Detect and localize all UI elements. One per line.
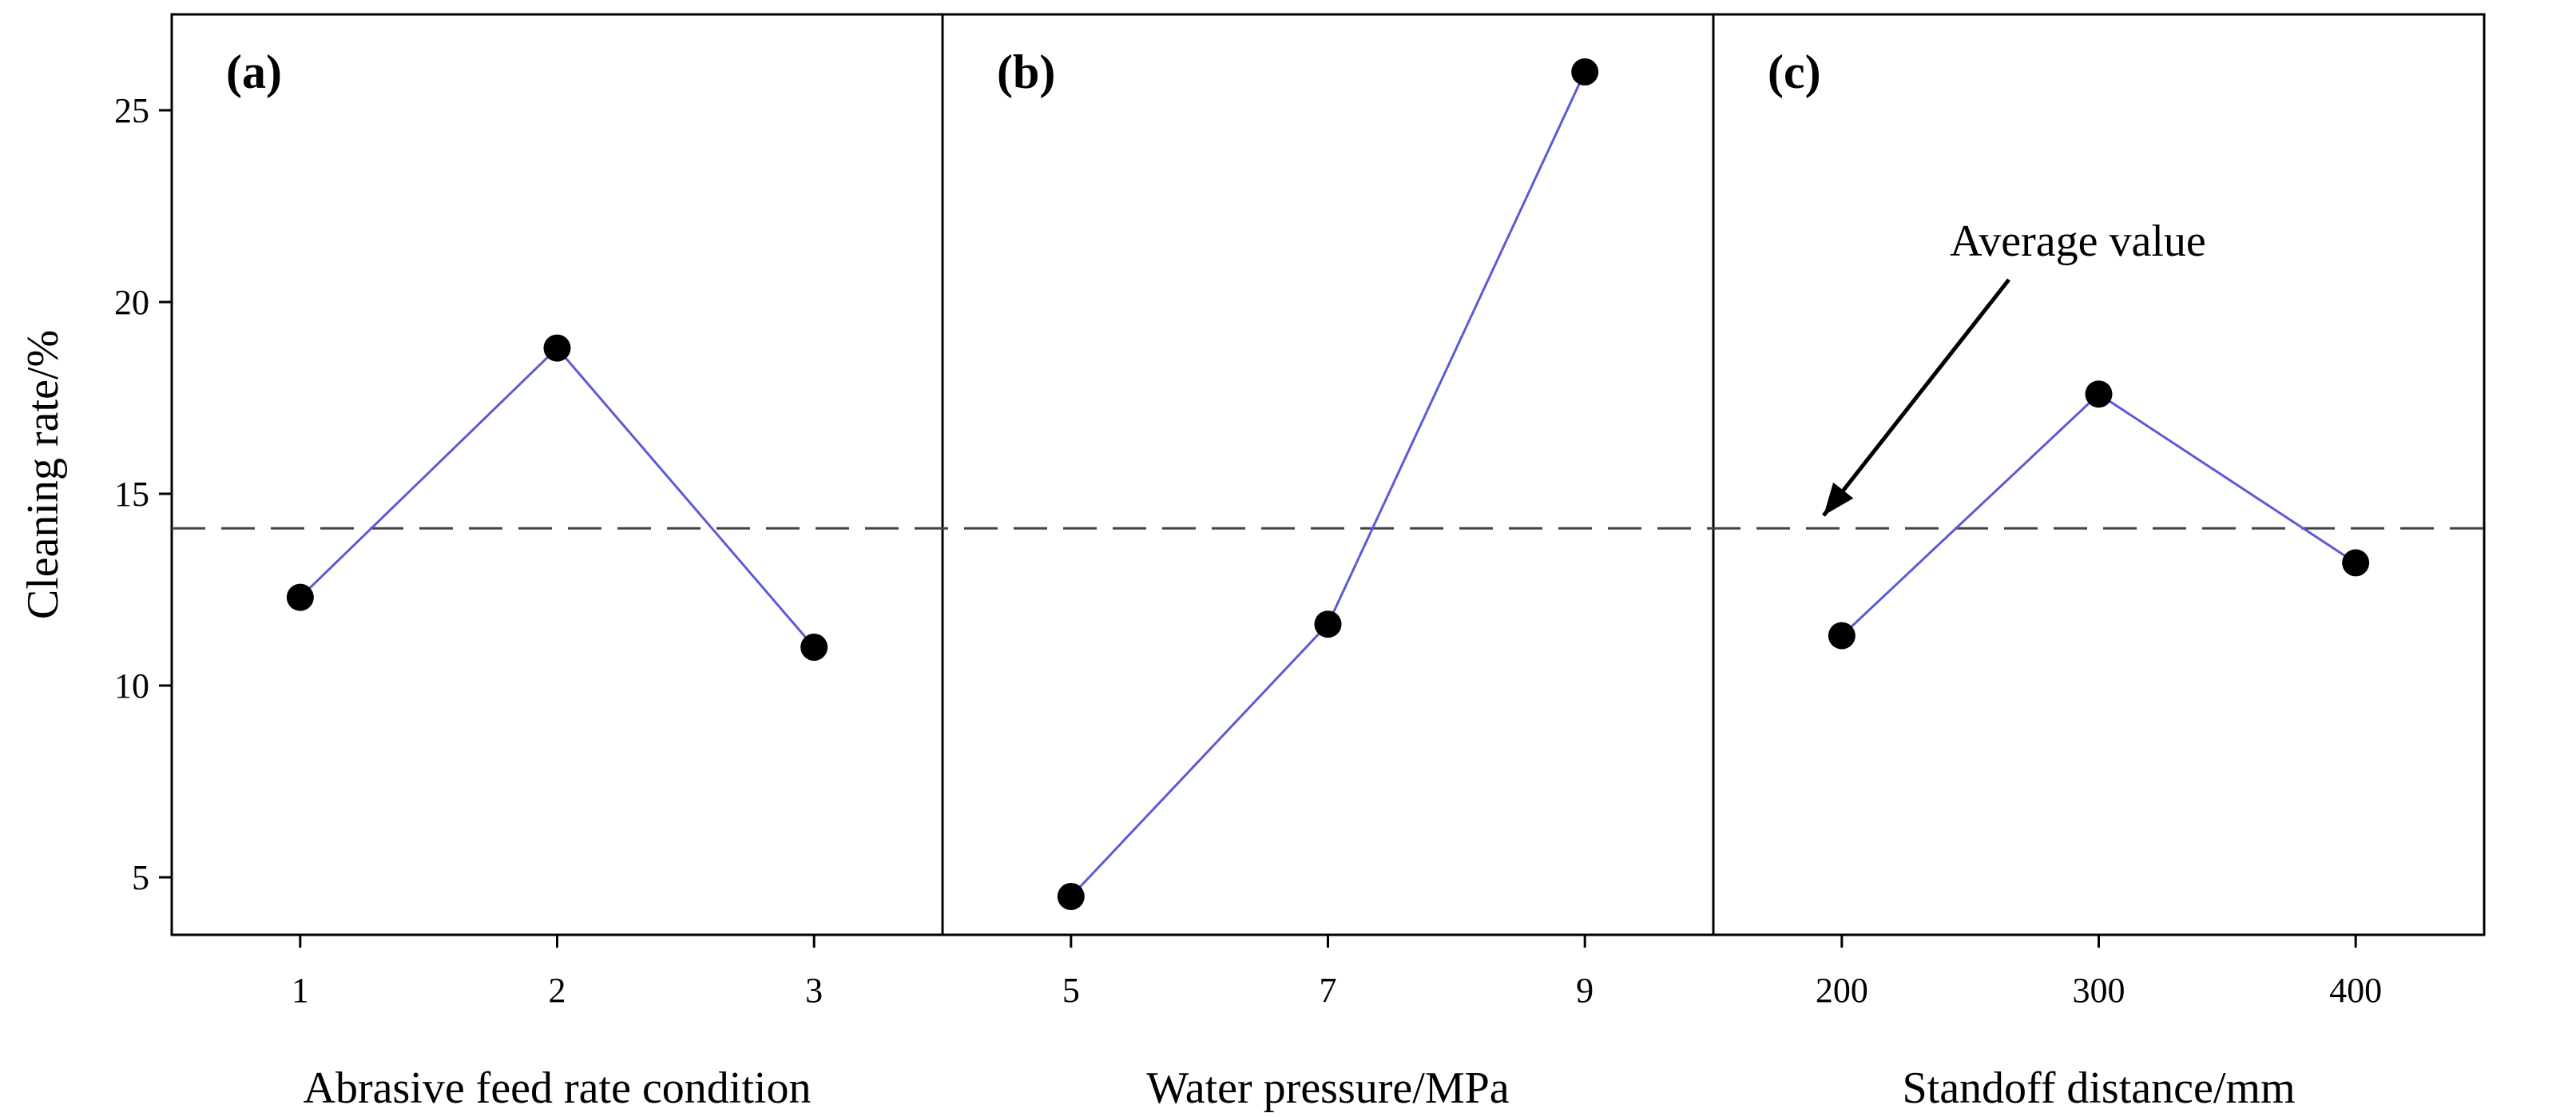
y-tick-label: 5: [132, 858, 149, 897]
data-point-b-3: [1571, 58, 1599, 85]
series-line-c: [1840, 392, 2356, 637]
y-axis-title: Cleaning rate/%: [18, 330, 68, 619]
data-point-b-1: [1057, 883, 1085, 910]
x-tick-label: 2: [549, 971, 566, 1010]
x-tick-label: 3: [805, 971, 823, 1010]
annotation-arrow-head: [1824, 482, 1854, 516]
x-tick-label: 400: [2329, 971, 2382, 1010]
annotation-arrow-shaft: [1822, 278, 2010, 517]
data-point-c-1: [1828, 622, 1856, 650]
x-tick-label: 7: [1320, 971, 1337, 1010]
x-tick-label: 5: [1062, 971, 1080, 1010]
data-point-a-1: [286, 583, 314, 611]
x-axis-title: Standoff distance/mm: [1903, 1063, 2296, 1113]
data-point-a-2: [543, 334, 571, 362]
x-tick-label: 300: [2073, 971, 2125, 1010]
plot-border: [170, 13, 2486, 936]
data-point-a-3: [800, 634, 828, 661]
x-tick-label: 9: [1576, 971, 1594, 1010]
y-tick-label: 20: [114, 283, 149, 322]
panel-label: (b): [997, 46, 1055, 98]
y-tick-label: 15: [114, 475, 149, 514]
x-axis-title: Water pressure/MPa: [1146, 1063, 1509, 1113]
axis-ticks: [159, 109, 2357, 948]
x-axis-title: Abrasive feed rate condition: [304, 1063, 812, 1113]
data-point-b-2: [1314, 610, 1342, 638]
y-tick-label: 25: [114, 91, 149, 130]
y-tick-label: 10: [114, 666, 149, 706]
series-line-b: [1070, 71, 1586, 898]
plot-frame: [170, 13, 2486, 936]
panel-label: (c): [1768, 46, 1821, 98]
data-series: [286, 58, 2370, 910]
x-tick-label: 1: [292, 971, 309, 1010]
panel-label: (a): [226, 46, 282, 98]
chart-text: 5 10 15 20 25 Cleaning rate/% 1 2 3 Abrasive feed…: [18, 46, 2382, 1113]
series-line-a: [299, 346, 816, 648]
data-point-c-2: [2085, 380, 2113, 408]
average-value-annotation: Average value: [1950, 217, 2206, 266]
data-point-c-3: [2342, 549, 2370, 577]
x-tick-label: 200: [1816, 971, 1868, 1010]
